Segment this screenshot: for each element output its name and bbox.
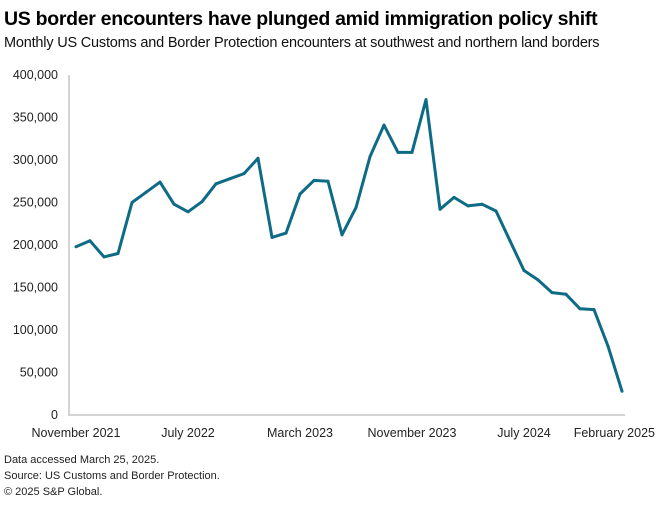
data-point xyxy=(494,209,498,213)
data-point xyxy=(396,150,400,154)
footer-data-accessed: Data accessed March 25, 2025. xyxy=(4,454,160,466)
chart-footer: Data accessed March 25, 2025. Source: US… xyxy=(4,452,220,500)
data-point xyxy=(158,180,162,184)
data-point xyxy=(466,204,470,208)
x-axis-ticks: November 2021 July 2022 March 2023 November… xyxy=(32,426,656,440)
y-axis-ticks: 0 50,000 100,000 150,000 200,000 250,000 300,0… xyxy=(13,68,58,422)
data-points xyxy=(74,98,624,393)
data-point xyxy=(340,233,344,237)
series-line-encounters xyxy=(75,98,624,392)
data-point xyxy=(130,201,134,204)
data-point xyxy=(186,210,190,214)
data-point xyxy=(452,195,456,199)
data-point xyxy=(74,245,78,249)
data-point xyxy=(200,200,204,204)
y-tick-label: 150,000 xyxy=(13,281,58,295)
data-point xyxy=(592,308,596,312)
y-tick-label: 50,000 xyxy=(20,366,58,380)
x-tick-label: November 2023 xyxy=(368,426,457,440)
data-point xyxy=(102,255,106,259)
y-tick-label: 0 xyxy=(51,408,58,422)
data-point xyxy=(242,172,246,176)
data-point xyxy=(214,182,218,186)
x-tick-label: February 2025 xyxy=(574,426,655,440)
line-chart: 0 50,000 100,000 150,000 200,000 250,000 300,0… xyxy=(13,68,656,440)
y-tick-label: 400,000 xyxy=(13,68,58,82)
y-tick-label: 250,000 xyxy=(13,196,58,210)
y-tick-label: 300,000 xyxy=(13,153,58,167)
data-point xyxy=(578,307,582,311)
x-tick-label: July 2022 xyxy=(161,426,215,440)
data-point xyxy=(410,150,414,154)
data-point xyxy=(508,239,512,243)
footer-source: Source: US Customs and Border Protection… xyxy=(4,470,220,482)
data-point xyxy=(382,123,386,127)
x-tick-label: November 2021 xyxy=(32,426,121,440)
data-point xyxy=(298,192,302,196)
data-point xyxy=(116,252,120,255)
y-tick-label: 200,000 xyxy=(13,238,58,252)
footer-copyright: © 2025 S&P Global. xyxy=(4,486,103,498)
data-point xyxy=(228,177,232,181)
data-point xyxy=(256,156,260,160)
data-point xyxy=(172,202,176,206)
data-point xyxy=(354,206,358,210)
data-point xyxy=(368,155,372,159)
data-point xyxy=(312,178,316,182)
data-point xyxy=(564,292,568,296)
data-point xyxy=(88,239,92,243)
data-point xyxy=(480,202,484,206)
x-tick-label: July 2024 xyxy=(497,426,551,440)
data-point xyxy=(620,389,624,393)
data-point xyxy=(550,291,554,295)
data-point xyxy=(606,344,610,348)
data-point xyxy=(270,235,274,239)
y-tick-label: 100,000 xyxy=(13,323,58,337)
data-point xyxy=(438,207,442,211)
data-point xyxy=(522,269,526,272)
data-point xyxy=(424,98,428,102)
data-point xyxy=(284,231,288,235)
data-point xyxy=(144,190,148,194)
x-tick-label: March 2023 xyxy=(267,426,333,440)
data-point xyxy=(326,179,330,183)
data-point xyxy=(536,278,540,282)
chart-title: US border encounters have plunged amid i… xyxy=(4,8,598,30)
chart-subtitle: Monthly US Customs and Border Protection… xyxy=(4,35,600,51)
y-tick-label: 350,000 xyxy=(13,111,58,125)
